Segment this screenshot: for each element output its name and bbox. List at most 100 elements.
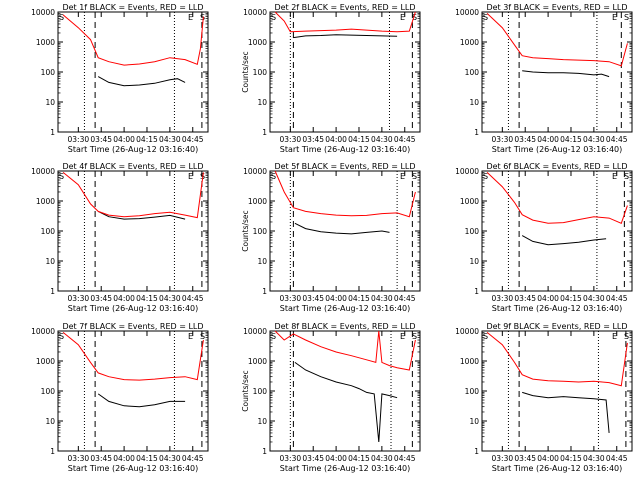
x-tick-label: 03:45 (302, 294, 324, 303)
x-tick-label: 04:45 (606, 135, 628, 144)
corner-mark-saa: S (624, 172, 629, 181)
x-tick-label: 04:30 (159, 294, 181, 303)
corner-mark-end: E (612, 13, 617, 22)
x-tick-label: 04:45 (182, 294, 204, 303)
x-tick-label: 04:30 (371, 135, 393, 144)
corner-mark-end: E (400, 332, 405, 341)
corner-mark-start: S (271, 13, 276, 22)
series-line-events (294, 222, 390, 235)
panel-title: Det 3f BLACK = Events, RED = LLD (486, 3, 627, 12)
corner-mark-end: E (188, 332, 193, 341)
x-tick-label: 03:45 (514, 454, 536, 463)
x-tick-label: 03:30 (280, 135, 302, 144)
corner-mark-saa: S (624, 13, 629, 22)
x-tick-label: 04:45 (606, 294, 628, 303)
x-tick-label: 04:00 (537, 135, 559, 144)
series-line-events (522, 70, 610, 78)
x-tick-label: 04:30 (583, 454, 605, 463)
corner-mark-saa: S (200, 13, 205, 22)
x-axis-label: Start Time (26-Aug-12 03:16:40) (68, 464, 199, 473)
x-tick-label: 04:15 (560, 135, 582, 144)
panel-title: Det 5f BLACK = Events, RED = LLD (274, 162, 415, 171)
y-tick-label: 10 (469, 417, 479, 426)
y-tick-label: 1000 (36, 357, 55, 366)
series-line-lld (486, 172, 628, 224)
x-tick-label: 03:30 (68, 454, 90, 463)
x-tick-label: 04:00 (537, 294, 559, 303)
x-tick-label: 03:30 (280, 294, 302, 303)
y-tick-label: 100 (465, 227, 480, 236)
panel-title: Det 9f BLACK = Events, RED = LLD (486, 322, 627, 331)
detector-panel-8: Det 8f BLACK = Events, RED = LLD 1 10 100 10… (241, 322, 421, 473)
x-tick-label: 03:45 (302, 454, 324, 463)
corner-mark-end: E (612, 172, 617, 181)
x-tick-label: 03:30 (492, 294, 514, 303)
x-tick-label: 04:00 (113, 294, 135, 303)
x-tick-label: 04:15 (136, 135, 158, 144)
corner-mark-start: S (59, 13, 64, 22)
y-tick-label: 10000 (243, 8, 267, 17)
y-tick-label: 1000 (460, 197, 479, 206)
y-tick-label: 10 (257, 417, 267, 426)
y-tick-label: 1 (262, 447, 267, 456)
x-axis-label: Start Time (26-Aug-12 03:16:40) (68, 145, 199, 154)
y-tick-label: 1000 (36, 38, 55, 47)
y-tick-label: 10 (257, 98, 267, 107)
x-axis-label: Start Time (26-Aug-12 03:16:40) (68, 304, 199, 313)
detector-panel-9: Det 9f BLACK = Events, RED = LLD 1 10 100 10… (455, 322, 633, 473)
y-tick-label: 10000 (31, 327, 55, 336)
detector-panel-5: Det 5f BLACK = Events, RED = LLD 1 10 100 10… (241, 162, 421, 313)
panel-title: Det 8f BLACK = Events, RED = LLD (274, 322, 415, 331)
y-tick-label: 1 (474, 128, 479, 137)
series-line-lld (486, 332, 628, 387)
series-line-events (293, 34, 398, 39)
y-tick-label: 1000 (460, 38, 479, 47)
x-tick-label: 03:45 (90, 454, 112, 463)
x-tick-label: 04:30 (583, 294, 605, 303)
detector-panel-6: Det 6f BLACK = Events, RED = LLD 1 10 100 10… (455, 162, 633, 313)
x-tick-label: 04:15 (348, 294, 370, 303)
y-tick-label: 100 (253, 68, 268, 77)
x-tick-label: 03:30 (492, 454, 514, 463)
y-tick-label: 1000 (460, 357, 479, 366)
x-axis-label: Start Time (26-Aug-12 03:16:40) (280, 464, 411, 473)
y-tick-label: 1 (50, 447, 55, 456)
corner-mark-end: E (612, 332, 617, 341)
y-tick-label: 100 (41, 227, 56, 236)
series-line-events (521, 235, 607, 246)
x-tick-label: 03:45 (302, 135, 324, 144)
detector-panel-3: Det 3f BLACK = Events, RED = LLD 1 10 100 10… (455, 3, 633, 154)
series-line-events (97, 76, 186, 87)
series-line-lld (62, 172, 204, 219)
x-axis-label: Start Time (26-Aug-12 03:16:40) (492, 304, 623, 313)
y-tick-label: 100 (465, 68, 480, 77)
y-tick-label: 1000 (248, 38, 267, 47)
y-tick-label: 10000 (31, 8, 55, 17)
corner-mark-start: S (483, 172, 488, 181)
y-tick-label: 1 (262, 287, 267, 296)
y-tick-label: 10 (45, 98, 55, 107)
y-axis-label: Counts/sec (241, 210, 250, 251)
y-tick-label: 100 (41, 68, 56, 77)
y-tick-label: 10 (469, 257, 479, 266)
x-tick-label: 04:30 (371, 294, 393, 303)
x-tick-label: 04:15 (136, 294, 158, 303)
x-tick-label: 04:45 (182, 454, 204, 463)
y-tick-label: 10 (45, 257, 55, 266)
corner-mark-saa: S (412, 332, 417, 341)
x-tick-label: 04:45 (606, 454, 628, 463)
x-axis-label: Start Time (26-Aug-12 03:16:40) (280, 304, 411, 313)
x-tick-label: 03:30 (492, 135, 514, 144)
y-tick-label: 10 (45, 417, 55, 426)
x-tick-label: 04:15 (348, 135, 370, 144)
corner-mark-end: E (400, 172, 405, 181)
y-tick-label: 1000 (36, 197, 55, 206)
x-tick-label: 04:15 (348, 454, 370, 463)
x-tick-label: 04:30 (583, 135, 605, 144)
plot-frame (57, 330, 209, 452)
plot-frame (269, 330, 421, 452)
y-tick-label: 1 (50, 287, 55, 296)
x-tick-label: 04:15 (560, 454, 582, 463)
x-tick-label: 04:00 (325, 454, 347, 463)
y-tick-label: 100 (41, 387, 56, 396)
